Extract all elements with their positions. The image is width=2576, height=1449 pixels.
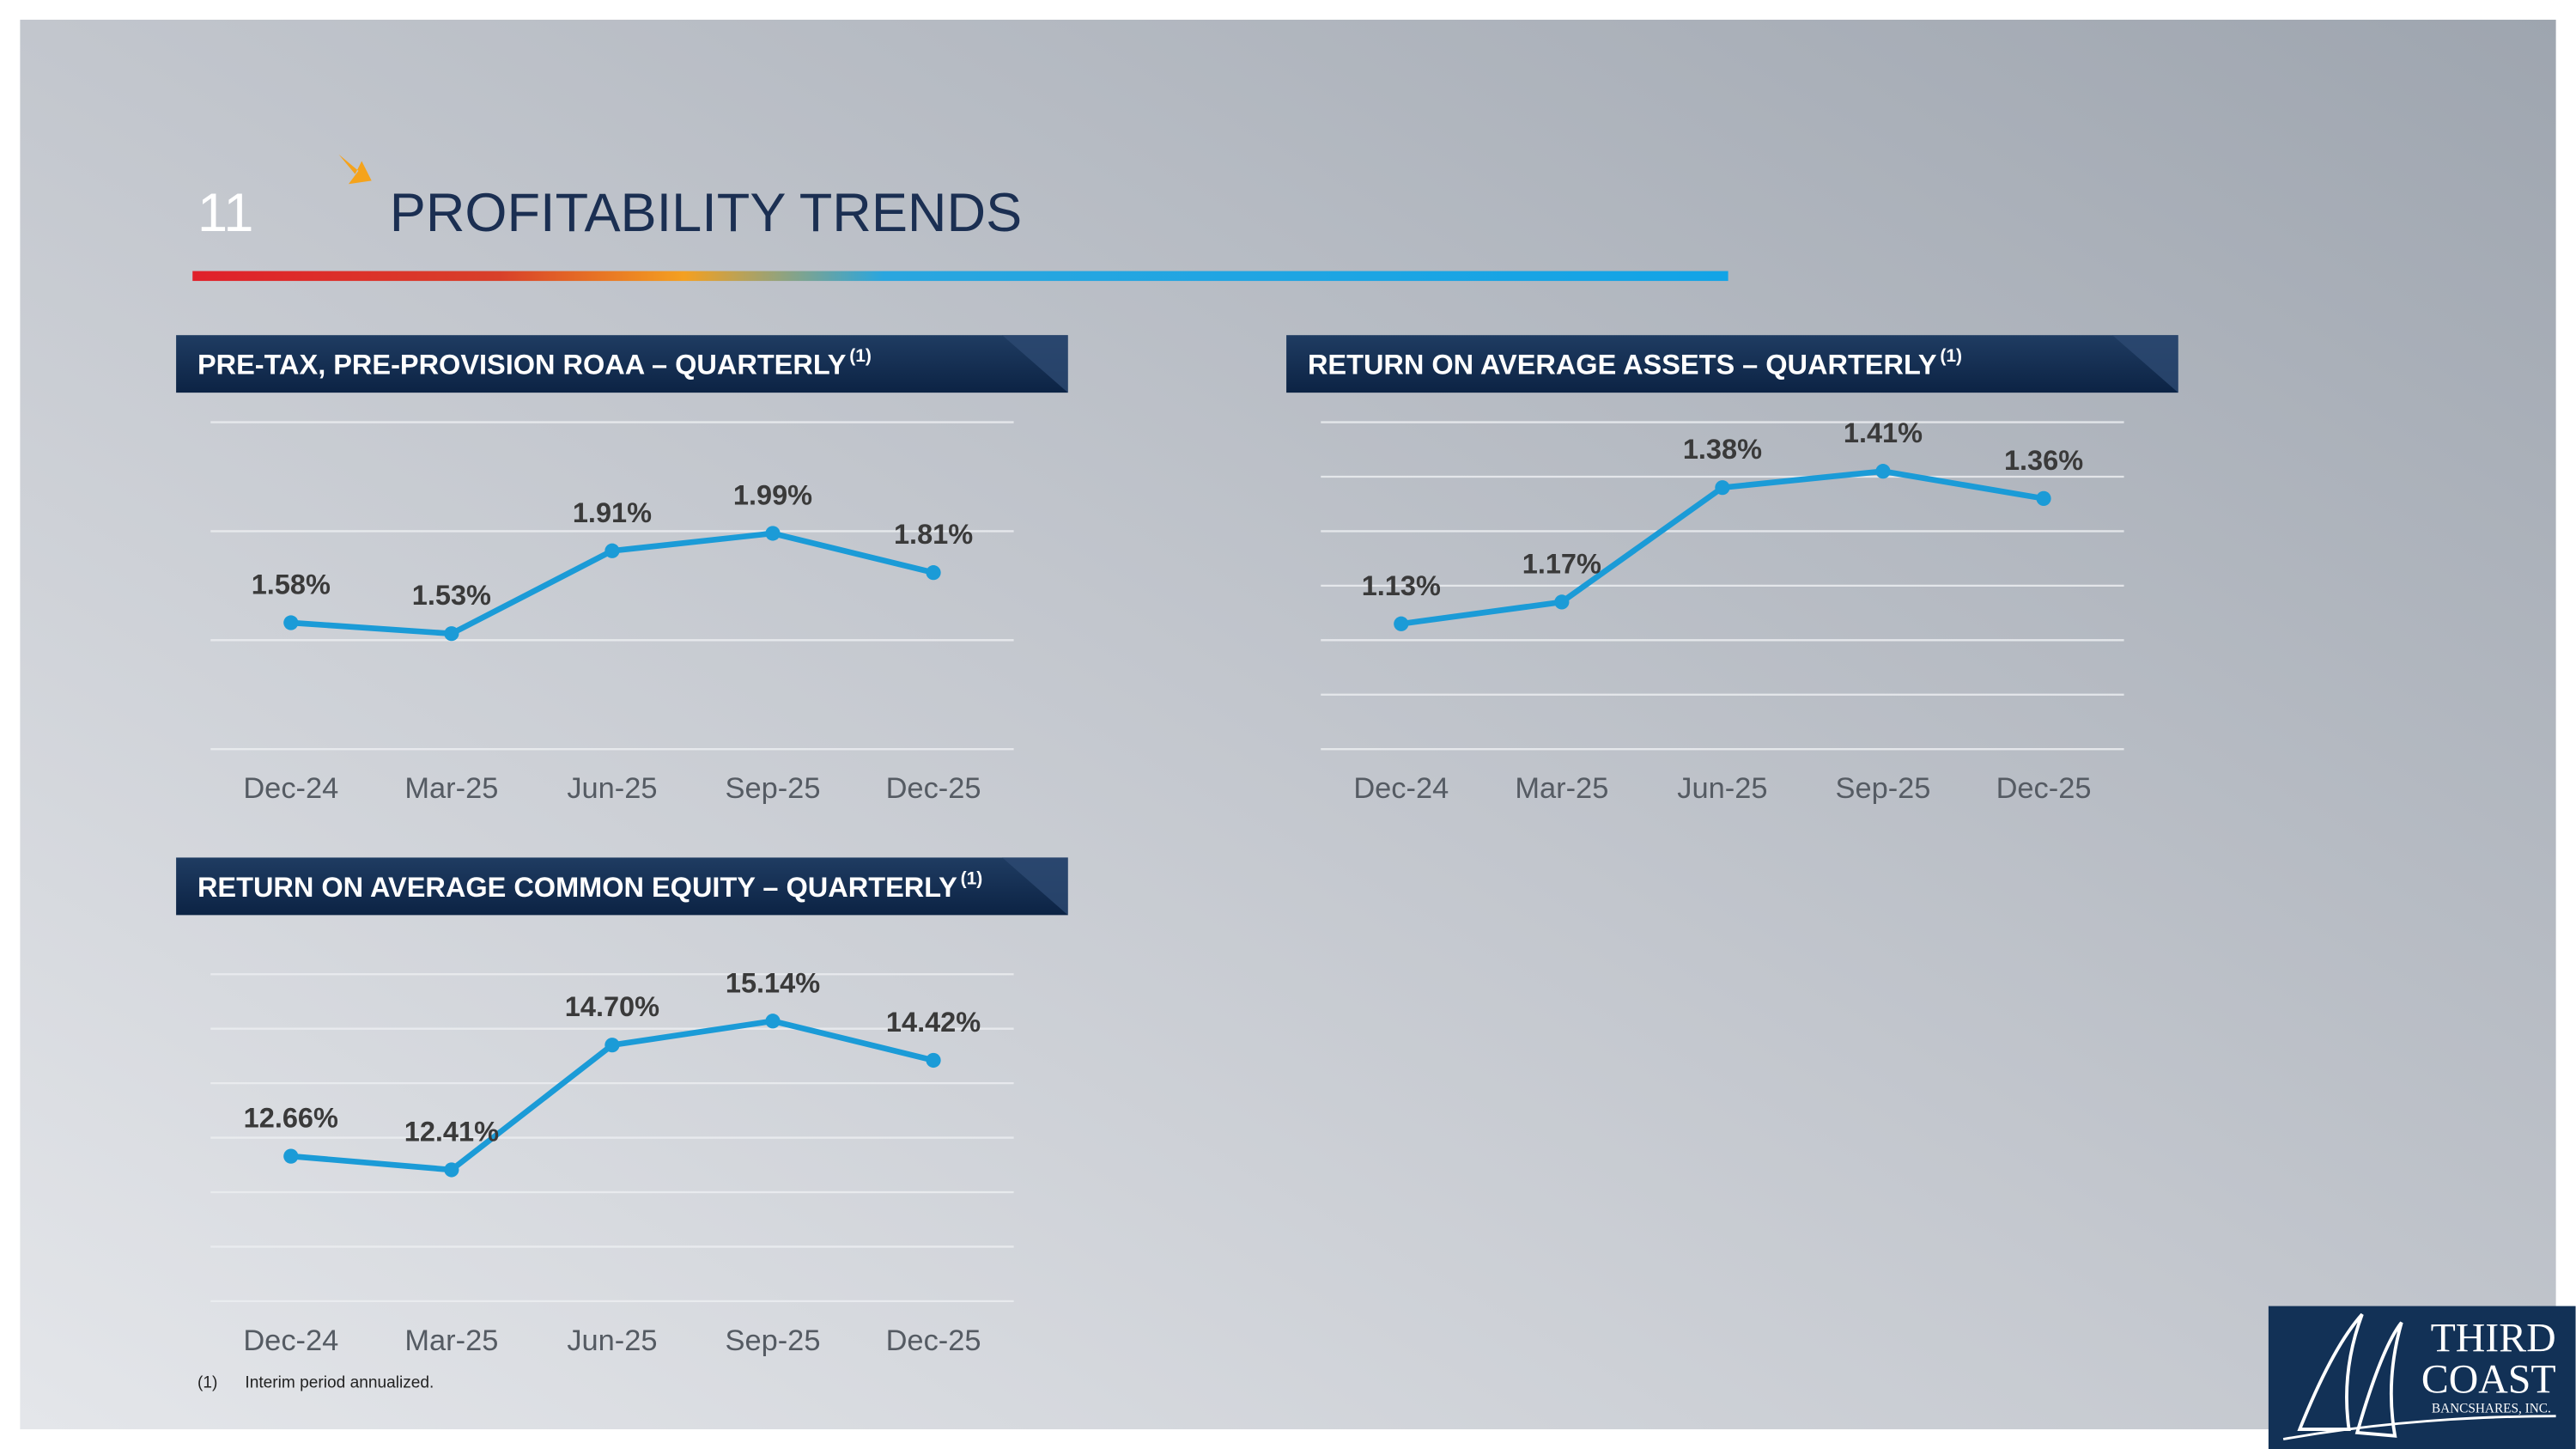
- chart-title-text: PRE-TAX, PRE-PROVISION ROAA – QUARTERLY(…: [197, 346, 872, 381]
- logo-sails: [2297, 1312, 2403, 1438]
- x-tick-label: Sep-25: [726, 772, 821, 805]
- data-point: [926, 565, 941, 581]
- x-tick-label: Dec-25: [886, 772, 981, 805]
- logo-swoosh: [2282, 1415, 2556, 1440]
- x-tick-label: Jun-25: [1677, 772, 1767, 805]
- x-tick-label: Mar-25: [404, 772, 498, 805]
- data-point: [1394, 616, 1409, 631]
- data-label: 1.41%: [1844, 417, 1923, 448]
- data-label: 1.99%: [733, 479, 812, 510]
- logo-subtext: BANCSHARES, INC.: [2432, 1402, 2551, 1416]
- data-label: 1.17%: [1522, 548, 1601, 579]
- x-tick-label: Jun-25: [567, 1324, 657, 1357]
- x-tick-label: Dec-25: [886, 1324, 981, 1357]
- data-point: [1715, 480, 1730, 496]
- data-label: 14.70%: [565, 991, 659, 1022]
- logo-box: [2268, 1306, 2576, 1449]
- data-point: [283, 1148, 299, 1164]
- data-point: [605, 543, 620, 558]
- data-point: [765, 1014, 781, 1029]
- chart: PRE-TAX, PRE-PROVISION ROAA – QUARTERLY(…: [176, 335, 1068, 805]
- chart-header: [176, 857, 1068, 916]
- chart-title-note: (1): [849, 346, 872, 366]
- data-point: [765, 526, 781, 541]
- arrow-icon: [338, 154, 372, 185]
- data-label: 1.81%: [894, 519, 973, 550]
- chart-header: [176, 335, 1068, 393]
- data-point: [444, 1162, 459, 1178]
- slide-number: 11: [197, 183, 254, 243]
- data-label: 1.38%: [1683, 434, 1762, 465]
- x-tick-label: Mar-25: [1515, 772, 1608, 805]
- data-label: 1.13%: [1362, 570, 1441, 601]
- logo-text: THIRD: [2431, 1316, 2556, 1361]
- data-label: 1.36%: [2004, 445, 2083, 476]
- chart-title-text: RETURN ON AVERAGE COMMON EQUITY – QUARTE…: [197, 868, 982, 903]
- data-point: [926, 1052, 941, 1068]
- chart-title: PRE-TAX, PRE-PROVISION ROAA – QUARTERLY: [197, 349, 847, 380]
- data-point: [283, 615, 299, 630]
- footnote-marker: (1): [197, 1374, 217, 1392]
- chart-title-text: RETURN ON AVERAGE ASSETS – QUARTERLY (1): [1308, 346, 1962, 381]
- x-tick-label: Dec-24: [243, 772, 338, 805]
- logo-text: COAST: [2421, 1356, 2556, 1402]
- data-label: 1.53%: [412, 580, 491, 611]
- chart-title-note: (1): [1940, 346, 1962, 366]
- footnote-text: Interim period annualized.: [245, 1374, 434, 1392]
- chart-title: RETURN ON AVERAGE ASSETS – QUARTERLY: [1308, 349, 1937, 380]
- chart-title-note: (1): [961, 868, 983, 888]
- x-tick-label: Jun-25: [567, 772, 657, 805]
- logo: THIRD COAST BANCSHARES, INC.: [2268, 1306, 2576, 1449]
- data-label: 1.91%: [573, 497, 652, 528]
- chart-header: [1286, 335, 2178, 393]
- x-tick-label: Mar-25: [404, 1324, 498, 1357]
- x-tick-label: Dec-24: [1353, 772, 1449, 805]
- slide-background: [20, 19, 2556, 1430]
- data-point: [444, 626, 459, 642]
- data-label: 1.58%: [252, 569, 331, 600]
- data-label: 14.42%: [886, 1007, 981, 1038]
- chart-title: RETURN ON AVERAGE COMMON EQUITY – QUARTE…: [197, 871, 957, 902]
- x-tick-label: Sep-25: [1835, 772, 1930, 805]
- data-label: 12.66%: [244, 1103, 338, 1134]
- data-label: 15.14%: [726, 967, 820, 998]
- data-point: [605, 1038, 620, 1053]
- data-point: [2036, 490, 2051, 506]
- chart: RETURN ON AVERAGE COMMON EQUITY – QUARTE…: [176, 857, 1068, 1357]
- title-rule: [192, 271, 1728, 282]
- chart: RETURN ON AVERAGE ASSETS – QUARTERLY (1) D…: [1286, 335, 2178, 805]
- data-point: [1875, 464, 1891, 479]
- slide-title: PROFITABILITY TRENDS: [390, 183, 1022, 243]
- x-tick-label: Dec-24: [243, 1324, 338, 1357]
- data-label: 12.41%: [404, 1116, 499, 1147]
- x-tick-label: Dec-25: [1996, 772, 2092, 805]
- x-tick-label: Sep-25: [726, 1324, 821, 1357]
- data-point: [1554, 594, 1570, 610]
